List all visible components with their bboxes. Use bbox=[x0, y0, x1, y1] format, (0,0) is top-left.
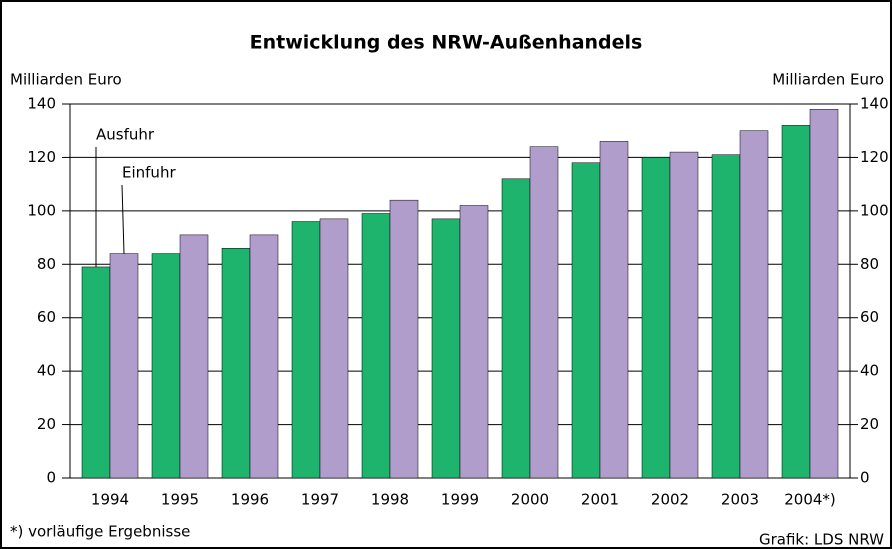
x-tick-label: 2003 bbox=[721, 491, 759, 509]
bar bbox=[361, 213, 391, 479]
x-tick-label: 1996 bbox=[231, 491, 269, 509]
bar bbox=[529, 146, 559, 479]
y2-tick-label: 140 bbox=[860, 95, 889, 113]
bar bbox=[739, 130, 769, 479]
x-tick-label: 1997 bbox=[301, 491, 339, 509]
y2-tick-label: 20 bbox=[860, 415, 879, 433]
bar bbox=[431, 218, 461, 479]
x-tick-label: 1998 bbox=[371, 491, 409, 509]
y-tick-label: 40 bbox=[37, 362, 56, 380]
x-tick-label: 2001 bbox=[581, 491, 619, 509]
y2-tick-label: 80 bbox=[860, 255, 879, 273]
bar bbox=[249, 234, 279, 479]
legend-pointer bbox=[121, 184, 125, 254]
y-tick-label: 120 bbox=[27, 148, 56, 166]
bar bbox=[669, 151, 699, 479]
bar bbox=[221, 248, 251, 479]
bar bbox=[291, 221, 321, 479]
y2-axis-label: Milliarden Euro bbox=[772, 71, 884, 89]
x-tick-label: 2000 bbox=[511, 491, 549, 509]
bar bbox=[599, 141, 629, 479]
chart-title: Entwicklung des NRW-Außenhandels bbox=[250, 32, 643, 54]
x-tick-label: 1994 bbox=[91, 491, 129, 509]
bar bbox=[81, 266, 111, 479]
bar bbox=[571, 162, 601, 479]
y2-tick-label: 120 bbox=[860, 148, 889, 166]
footnote: *) vorläufige Ergebnisse bbox=[10, 523, 190, 541]
x-tick-label: 1995 bbox=[161, 491, 199, 509]
y-tick-label: 140 bbox=[27, 95, 56, 113]
bar bbox=[459, 205, 489, 479]
y2-tick-label: 60 bbox=[860, 308, 879, 326]
bar bbox=[319, 218, 349, 479]
y-tick-label: 20 bbox=[37, 415, 56, 433]
bar bbox=[781, 125, 811, 479]
y2-tick-label: 40 bbox=[860, 362, 879, 380]
bar bbox=[501, 178, 531, 479]
bar bbox=[109, 253, 139, 479]
bar bbox=[151, 253, 181, 479]
y-tick-label: 0 bbox=[46, 469, 56, 487]
x-tick-label: 2002 bbox=[651, 491, 689, 509]
legend-label: Ausfuhr bbox=[96, 126, 155, 144]
bar bbox=[809, 109, 839, 479]
y-axis-label: Milliarden Euro bbox=[10, 71, 122, 89]
y2-tick-label: 100 bbox=[860, 201, 889, 219]
y2-tick-label: 0 bbox=[860, 469, 870, 487]
y-tick-label: 80 bbox=[37, 255, 56, 273]
bar bbox=[389, 199, 419, 479]
y-tick-label: 100 bbox=[27, 201, 56, 219]
x-tick-label: 1999 bbox=[441, 491, 479, 509]
bar bbox=[711, 154, 741, 479]
bar bbox=[179, 234, 209, 479]
bar bbox=[641, 157, 671, 479]
legend-label: Einfuhr bbox=[122, 164, 176, 182]
source: Grafik: LDS NRW bbox=[759, 531, 884, 549]
y-tick-label: 60 bbox=[37, 308, 56, 326]
x-tick-label: 2004*) bbox=[784, 491, 836, 509]
